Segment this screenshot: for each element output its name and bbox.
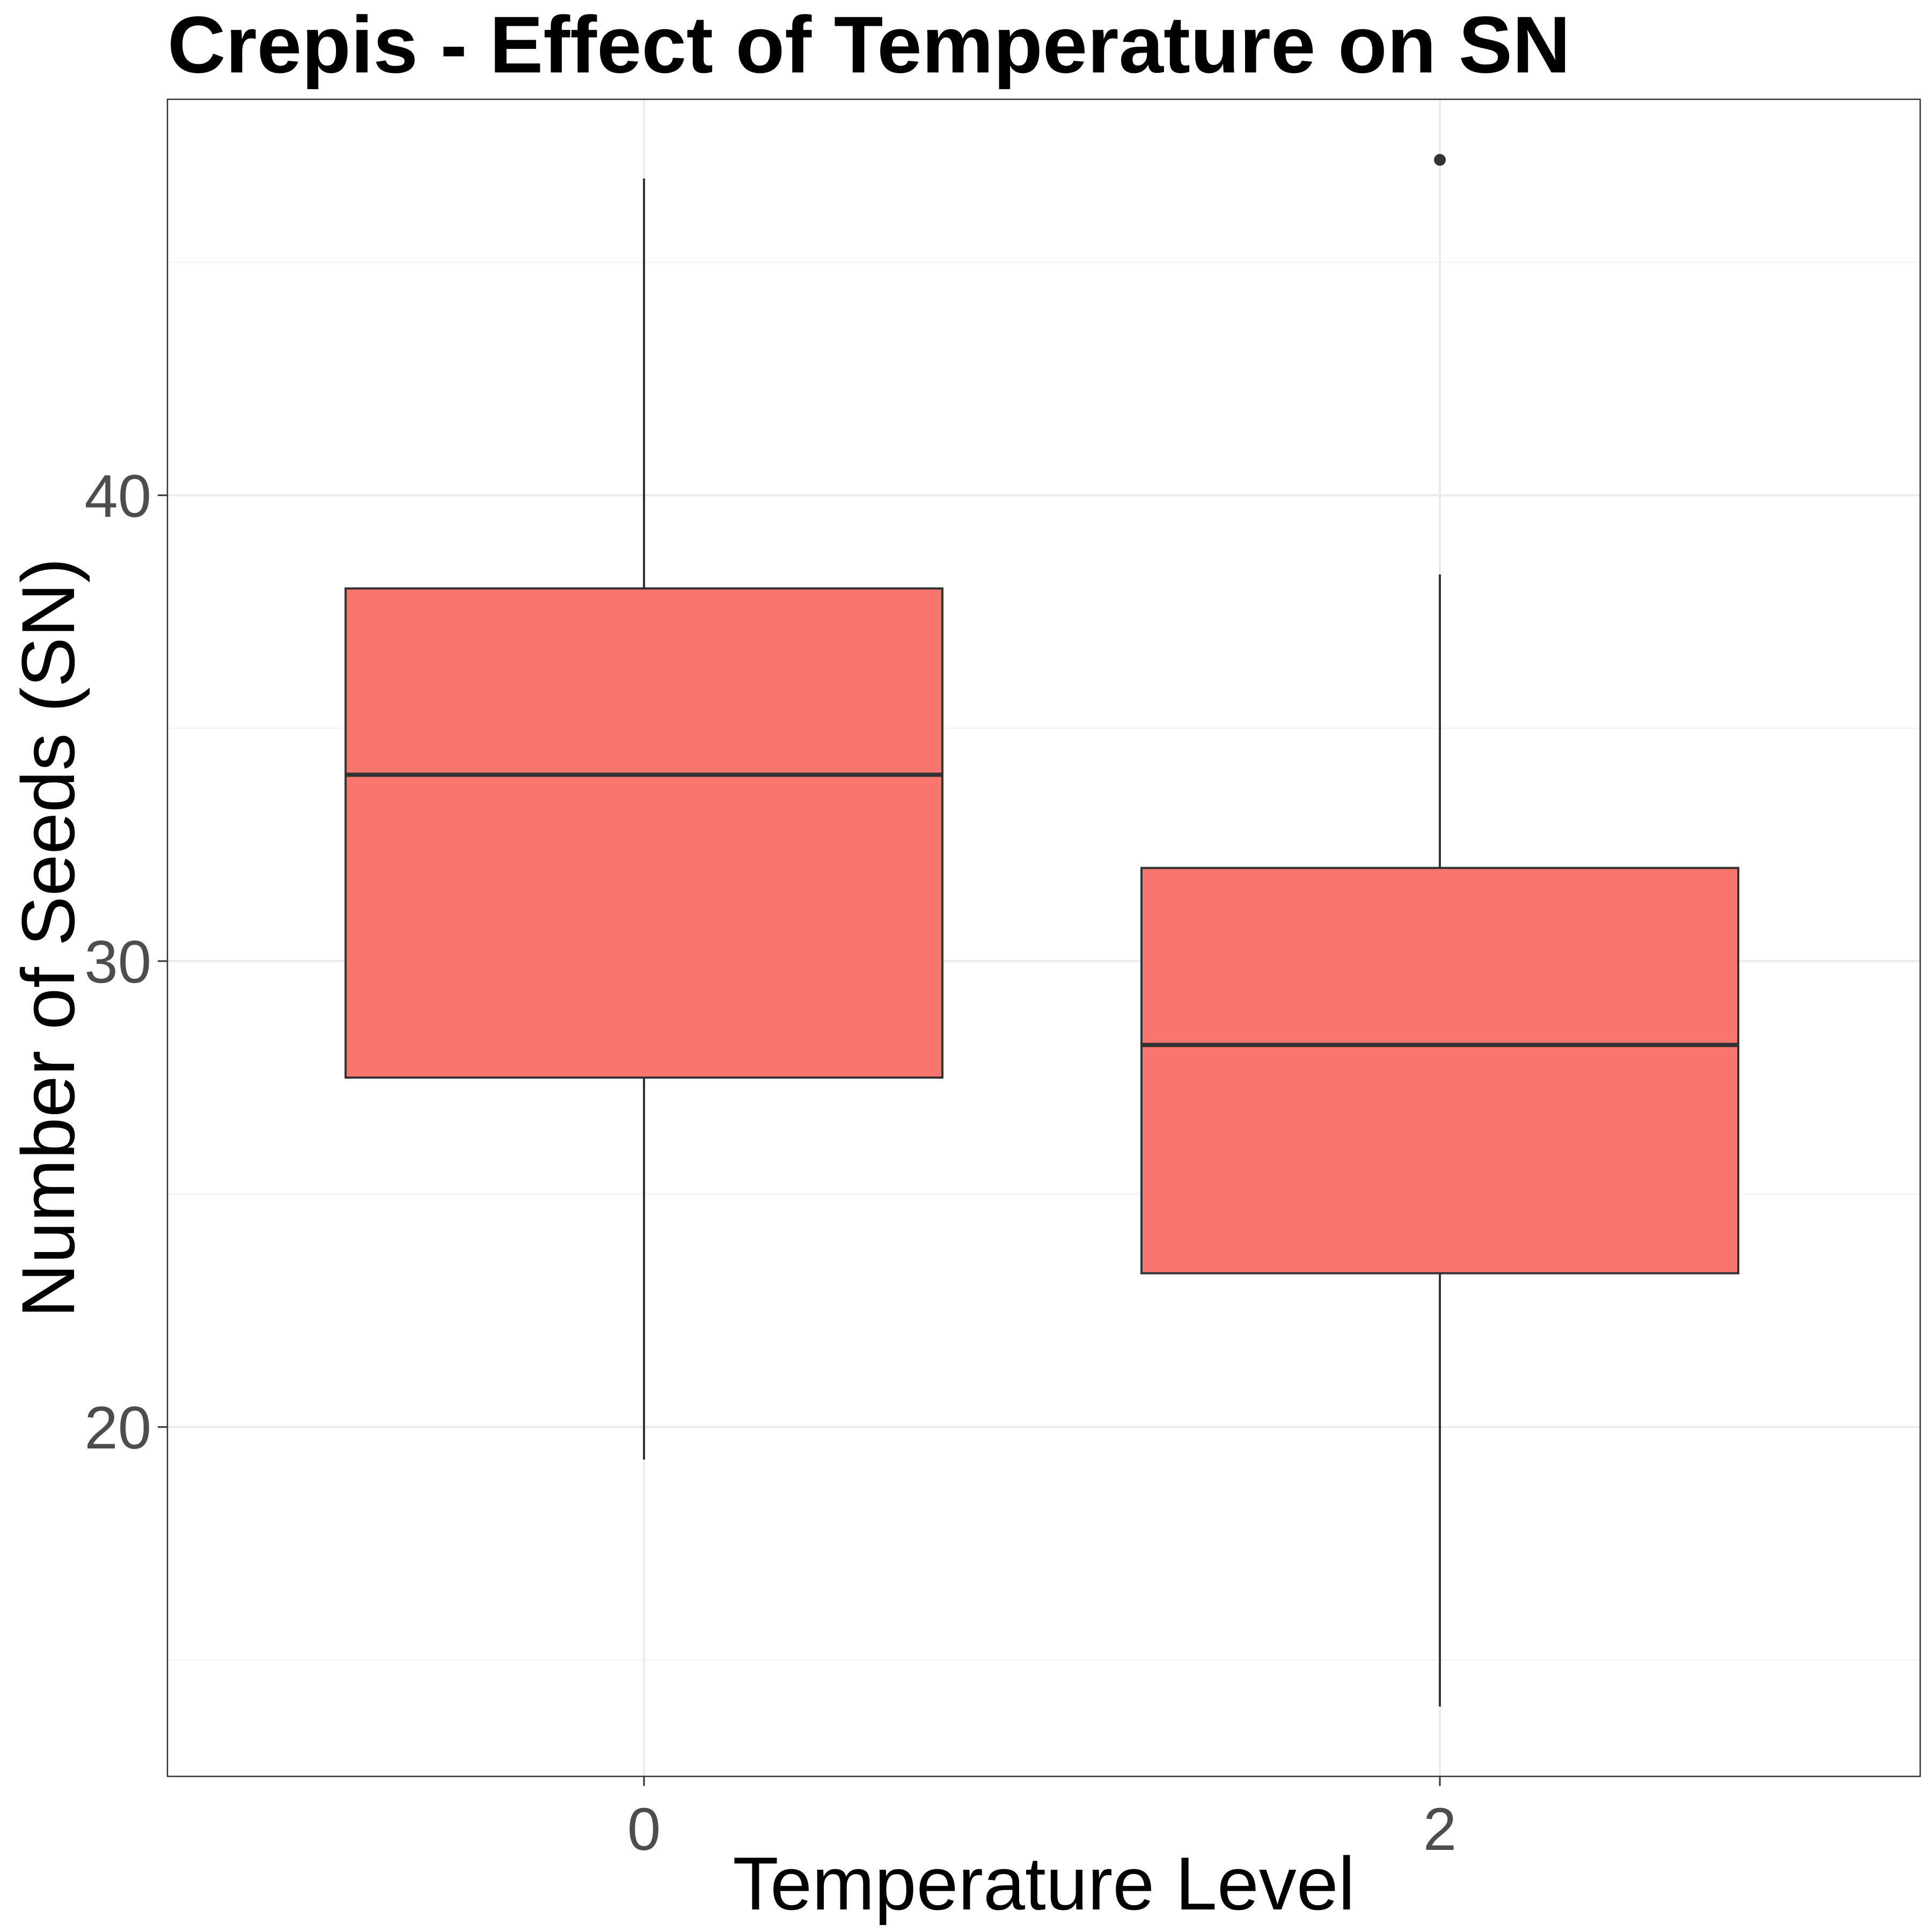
box-layer [345,153,1739,1707]
iqr-box [1140,867,1739,1275]
y-tick-label: 30 [84,928,151,996]
panel-border [166,98,1921,1777]
axis-layer: 20 30 40 0 2 [84,463,1457,1863]
x-axis-title: Temperature Level [733,1841,1355,1926]
y-axis-title: Number of Seeds (SN) [6,558,90,1318]
outlier-point [1434,153,1446,166]
iqr-box [345,587,943,1079]
x-tick-label: 2 [1423,1796,1457,1863]
box-group-2 [1140,153,1739,1707]
box-group-0 [345,178,943,1460]
y-tick-label: 20 [84,1394,151,1461]
x-tick-label: 0 [627,1796,661,1863]
chart-title: Crepis - Effect of Temperature on SN [167,0,1570,90]
y-tick-label: 40 [84,463,151,530]
